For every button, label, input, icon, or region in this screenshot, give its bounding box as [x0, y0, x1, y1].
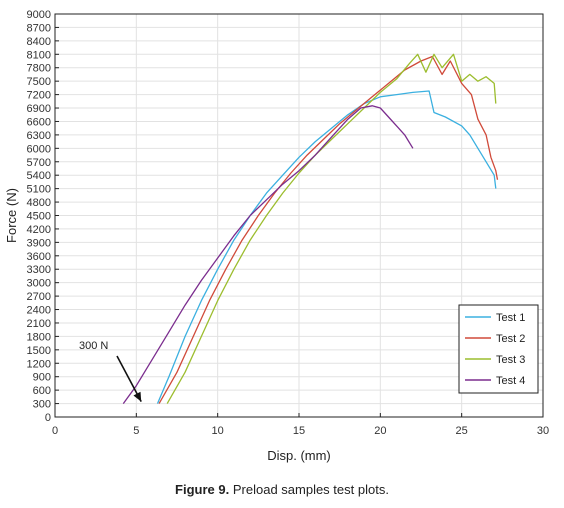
y-tick-label: 5100: [27, 184, 51, 196]
y-tick-label: 4200: [27, 224, 51, 236]
y-tick-label: 7500: [27, 76, 51, 88]
y-tick-label: 5700: [27, 157, 51, 169]
annotation-arrowhead: [133, 391, 142, 402]
y-tick-label: 6900: [27, 103, 51, 115]
y-tick-label: 0: [45, 412, 51, 424]
figure-caption: Figure 9. Preload samples test plots.: [0, 482, 564, 497]
tick-labels: 0 5 10 15 20 25 300300600900120015001800210024…: [27, 9, 550, 437]
legend-label-test-4: Test 4: [496, 375, 525, 387]
y-tick-label: 9000: [27, 9, 51, 21]
y-tick-label: 1500: [27, 345, 51, 357]
plot-frame: [54, 13, 544, 418]
y-tick-label: 8700: [27, 22, 51, 34]
y-axis-label: Force (N): [4, 188, 19, 243]
legend-label-test-2: Test 2: [496, 333, 525, 345]
figure-caption-text: Preload samples test plots.: [232, 482, 389, 497]
x-tick-label: 15: [293, 425, 305, 437]
y-tick-label: 4500: [27, 211, 51, 223]
legend-box: [458, 304, 539, 394]
y-tick-label: 1200: [27, 358, 51, 370]
y-tick-label: 3900: [27, 237, 51, 249]
y-tick-label: 1800: [27, 331, 51, 343]
annotation-300n: 300 N: [79, 340, 142, 402]
annotation-text: 300 N: [79, 340, 108, 352]
y-tick-label: 6000: [27, 143, 51, 155]
y-tick-label: 3600: [27, 251, 51, 263]
legend-label-test-3: Test 3: [496, 354, 525, 366]
y-tick-label: 6300: [27, 130, 51, 142]
x-tick-label: 25: [456, 425, 468, 437]
y-tick-label: 2400: [27, 305, 51, 317]
y-tick-label: 600: [33, 385, 51, 397]
y-tick-label: 3000: [27, 278, 51, 290]
series-line-test-2: [158, 55, 499, 404]
y-tick-label: 5400: [27, 170, 51, 182]
series-layer: [122, 53, 499, 404]
x-axis-label: Disp. (mm): [267, 448, 331, 463]
x-tick-label: 10: [212, 425, 224, 437]
y-tick-label: 7200: [27, 90, 51, 102]
series-line-test-4: [122, 105, 414, 404]
x-tick-label: 30: [537, 425, 549, 437]
y-tick-label: 300: [33, 399, 51, 411]
series-line-test-3: [166, 53, 497, 404]
y-tick-label: 6600: [27, 116, 51, 128]
x-tick-label: 20: [374, 425, 386, 437]
y-tick-label: 2700: [27, 291, 51, 303]
legend: Test 1 Test 2 Test 3 Test 4: [458, 304, 539, 394]
force-displacement-chart: 0 5 10 15 20 25 300300600900120015001800210024…: [4, 9, 550, 463]
y-tick-label: 2100: [27, 318, 51, 330]
legend-label-test-1: Test 1: [496, 312, 525, 324]
y-tick-label: 8400: [27, 36, 51, 48]
x-tick-label: 5: [133, 425, 139, 437]
y-tick-label: 7800: [27, 63, 51, 75]
y-tick-label: 4800: [27, 197, 51, 209]
y-tick-label: 8100: [27, 49, 51, 61]
y-tick-label: 900: [33, 372, 51, 384]
x-tick-label: 0: [52, 425, 58, 437]
y-tick-label: 3300: [27, 264, 51, 276]
series-line-test-1: [156, 90, 497, 404]
figure-label: Figure 9.: [175, 482, 230, 497]
